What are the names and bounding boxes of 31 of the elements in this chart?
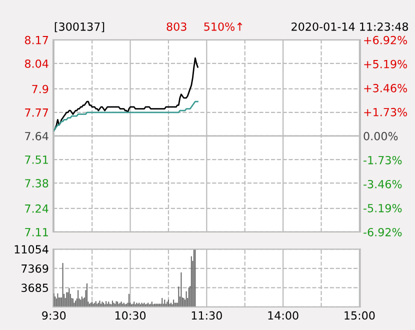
chart-title: [300137]	[54, 22, 104, 32]
y2-tick-label: +1.73%	[364, 108, 407, 116]
x-tick-label: 14:00	[268, 311, 298, 320]
x-tick-label: 11:30	[192, 311, 222, 320]
x-tick-label: 15:00	[344, 311, 375, 320]
y-tick-label: 7.38	[25, 179, 48, 188]
text: 803	[166, 22, 186, 31]
y-tick-label: 7.9	[32, 84, 48, 94]
y-tick-label: 7.51	[25, 156, 48, 164]
y2-tick-label: -3.46%	[364, 180, 402, 188]
text: 510%↑	[204, 22, 242, 31]
y-tick-label: 7.24	[25, 204, 48, 213]
line-series	[53, 100, 198, 132]
y2-tick-label: -6.92%	[364, 228, 402, 236]
y-tick-label: 7369	[22, 264, 48, 273]
y-tick-label: 7.77	[25, 108, 48, 117]
y-tick-label: 7.11	[25, 228, 48, 236]
x-tick-label: 9:30	[42, 311, 66, 320]
text: 2020-01-14 11:23:48	[292, 22, 408, 31]
y2-tick-label: +6.92%	[364, 36, 407, 44]
y2-tick-label: -1.73%	[364, 156, 402, 164]
y2-tick-label: +3.46%	[364, 84, 407, 92]
y-tick-label: 8.17	[24, 36, 48, 44]
y-tick-label: 7.64	[25, 132, 48, 140]
y-tick-label: 3685	[22, 284, 48, 292]
y2-tick-label: +5.19%	[364, 60, 407, 68]
y-tick-label: 11054	[14, 245, 48, 254]
x-tick-label: 10:30	[115, 311, 146, 320]
y2-tick-label: -5.19%	[364, 204, 402, 212]
y2-tick-label: 0.00%	[364, 132, 398, 140]
y-tick-label: 8.04	[24, 59, 48, 68]
